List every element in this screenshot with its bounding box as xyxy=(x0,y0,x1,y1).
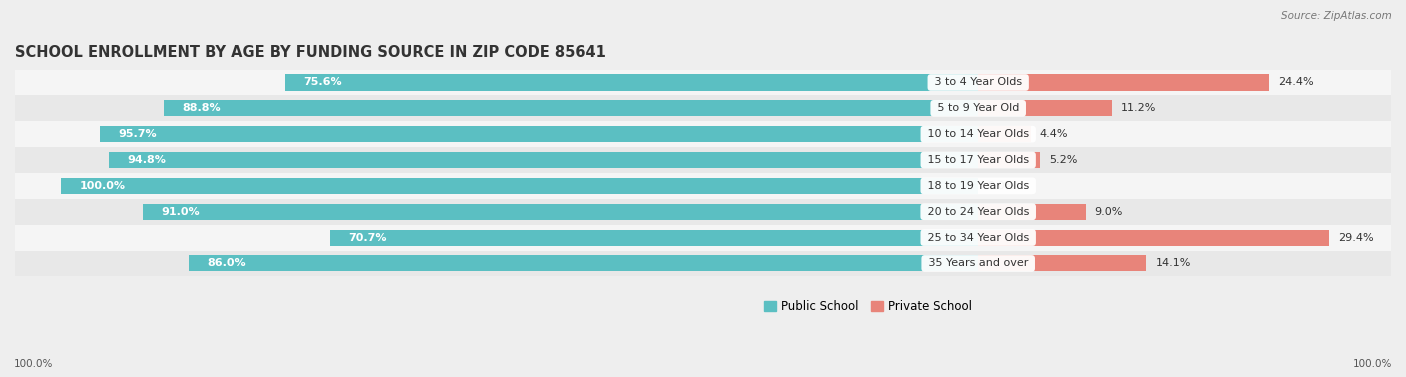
Text: 14.1%: 14.1% xyxy=(1156,258,1191,268)
Text: 15 to 17 Year Olds: 15 to 17 Year Olds xyxy=(924,155,1032,165)
Bar xyxy=(979,126,1031,142)
Bar xyxy=(979,152,1040,168)
Bar xyxy=(284,75,979,90)
Text: 70.7%: 70.7% xyxy=(349,233,387,242)
Bar xyxy=(100,126,979,142)
Bar xyxy=(0,173,1406,199)
Text: SCHOOL ENROLLMENT BY AGE BY FUNDING SOURCE IN ZIP CODE 85641: SCHOOL ENROLLMENT BY AGE BY FUNDING SOUR… xyxy=(15,45,606,60)
Bar xyxy=(979,230,1329,245)
Text: 5 to 9 Year Old: 5 to 9 Year Old xyxy=(934,103,1022,113)
Text: 20 to 24 Year Olds: 20 to 24 Year Olds xyxy=(924,207,1032,217)
Bar xyxy=(979,204,1085,220)
Bar xyxy=(108,152,979,168)
Bar xyxy=(979,100,1112,116)
Legend: Public School, Private School: Public School, Private School xyxy=(759,295,977,318)
Bar xyxy=(143,204,979,220)
Text: 10 to 14 Year Olds: 10 to 14 Year Olds xyxy=(924,129,1032,139)
Text: 100.0%: 100.0% xyxy=(14,359,53,369)
Text: 91.0%: 91.0% xyxy=(162,207,201,217)
Bar xyxy=(0,95,1406,121)
Text: 94.8%: 94.8% xyxy=(127,155,166,165)
Text: 95.7%: 95.7% xyxy=(118,129,157,139)
Bar xyxy=(0,147,1406,173)
Text: Source: ZipAtlas.com: Source: ZipAtlas.com xyxy=(1281,11,1392,21)
Text: 11.2%: 11.2% xyxy=(1121,103,1156,113)
Text: 5.2%: 5.2% xyxy=(1049,155,1078,165)
Text: 88.8%: 88.8% xyxy=(181,103,221,113)
Text: 25 to 34 Year Olds: 25 to 34 Year Olds xyxy=(924,233,1032,242)
Bar xyxy=(0,70,1406,95)
Text: 35 Years and over: 35 Years and over xyxy=(925,258,1032,268)
Text: 9.0%: 9.0% xyxy=(1095,207,1123,217)
Text: 18 to 19 Year Olds: 18 to 19 Year Olds xyxy=(924,181,1032,191)
Bar xyxy=(979,75,1270,90)
Bar xyxy=(0,225,1406,250)
Text: 29.4%: 29.4% xyxy=(1339,233,1374,242)
Bar xyxy=(329,230,979,245)
Text: 24.4%: 24.4% xyxy=(1278,78,1315,87)
Text: 3 to 4 Year Olds: 3 to 4 Year Olds xyxy=(931,78,1025,87)
Text: 4.4%: 4.4% xyxy=(1040,129,1069,139)
Text: 75.6%: 75.6% xyxy=(304,78,342,87)
Bar xyxy=(0,199,1406,225)
Bar xyxy=(190,256,979,271)
Text: 100.0%: 100.0% xyxy=(1353,359,1392,369)
Text: 86.0%: 86.0% xyxy=(208,258,246,268)
Text: 100.0%: 100.0% xyxy=(79,181,125,191)
Bar xyxy=(0,121,1406,147)
Bar xyxy=(163,100,979,116)
Text: 0.0%: 0.0% xyxy=(987,181,1015,191)
Bar xyxy=(979,256,1146,271)
Bar xyxy=(0,250,1406,276)
Bar xyxy=(60,178,979,194)
